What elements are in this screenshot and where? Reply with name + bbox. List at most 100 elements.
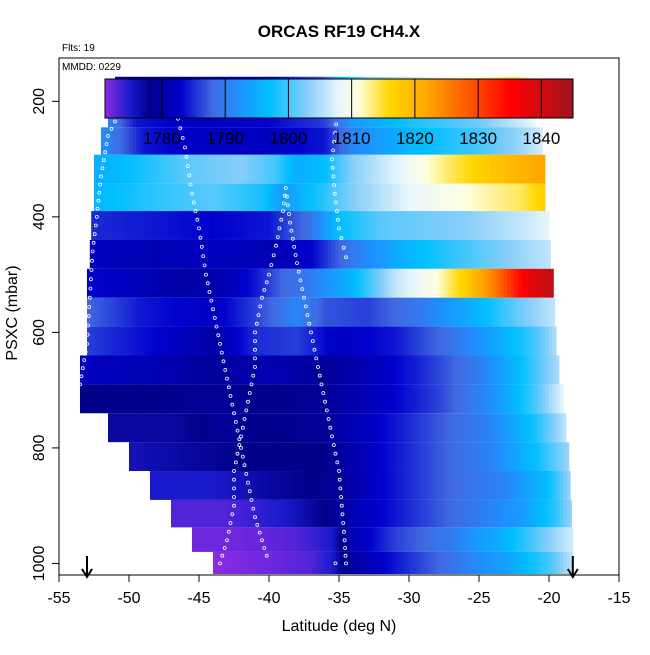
track-point <box>262 288 267 292</box>
heatmap-cell <box>132 413 137 443</box>
heatmap-cell <box>121 239 126 269</box>
heatmap-cell <box>447 413 452 443</box>
heatmap-cell <box>244 551 249 574</box>
heatmap-row <box>94 154 546 184</box>
heatmap-cell <box>496 268 501 298</box>
colorbar-segment <box>123 79 126 118</box>
heatmap-cell <box>311 355 316 385</box>
heatmap-cell <box>496 127 501 155</box>
heatmap-cell <box>335 384 340 414</box>
heatmap-cell <box>339 551 344 574</box>
heatmap-cell <box>321 442 326 472</box>
heatmap-cell <box>370 154 375 184</box>
colorbar-segment <box>313 79 316 118</box>
heatmap-cell <box>91 211 96 240</box>
heatmap-cell <box>286 326 291 356</box>
heatmap-cell <box>346 499 351 528</box>
heatmap-cell <box>129 326 134 356</box>
colorbar-segment <box>337 79 340 118</box>
heatmap-cell <box>286 297 291 327</box>
heatmap-cell <box>283 326 288 356</box>
heatmap-cell <box>297 499 302 528</box>
heatmap-cell <box>542 471 547 500</box>
heatmap-cell <box>507 154 512 184</box>
track-point <box>253 347 257 352</box>
heatmap-cell <box>248 154 253 184</box>
track-point <box>267 272 271 277</box>
track-point <box>334 122 339 127</box>
heatmap-cell <box>118 154 123 184</box>
heatmap-cell <box>356 413 361 443</box>
heatmap-cell <box>160 268 165 298</box>
heatmap-cell <box>531 471 536 500</box>
track-point <box>341 521 346 525</box>
heatmap-cell <box>342 154 347 184</box>
heatmap-cell <box>531 183 536 212</box>
heatmap-cell <box>269 183 274 212</box>
heatmap-cell <box>357 211 362 240</box>
heatmap-cell <box>444 183 449 212</box>
heatmap-cell <box>104 355 109 385</box>
colorbar-segment <box>195 79 198 118</box>
heatmap-cell <box>195 471 200 500</box>
heatmap-cell <box>528 127 533 155</box>
heatmap-cell <box>370 297 375 327</box>
heatmap-cell <box>450 239 455 269</box>
heatmap-cell <box>454 442 459 472</box>
heatmap-cell <box>237 413 242 443</box>
heatmap-cell <box>104 127 109 155</box>
heatmap-cell <box>444 326 449 356</box>
heatmap-cell <box>444 442 449 472</box>
heatmap-cell <box>185 297 190 327</box>
heatmap-cell <box>255 384 260 414</box>
colorbar-segment <box>179 79 182 118</box>
heatmap-cell <box>132 154 137 184</box>
heatmap-cell <box>128 239 133 269</box>
heatmap-cell <box>402 471 407 500</box>
flight-track <box>283 186 348 566</box>
heatmap-cell <box>391 551 396 574</box>
heatmap-cell <box>380 239 385 269</box>
heatmap-cell <box>115 384 120 414</box>
colorbar-segment <box>307 79 310 118</box>
heatmap-cell <box>300 442 305 472</box>
colorbar-segment <box>427 79 430 118</box>
heatmap-cell <box>320 239 325 269</box>
colorbar-segment <box>273 79 276 118</box>
heatmap-cell <box>405 442 410 472</box>
heatmap-cell <box>496 183 501 212</box>
heatmap-cell <box>124 239 129 269</box>
heatmap-cell <box>241 551 246 574</box>
heatmap-cell <box>384 471 389 500</box>
heatmap-cell <box>146 442 151 472</box>
heatmap-cell <box>307 471 312 500</box>
track-point <box>221 359 226 364</box>
track-point <box>342 538 347 543</box>
colorbar-segment <box>113 79 116 118</box>
heatmap-cell <box>244 127 249 155</box>
heatmap-cell <box>269 527 274 552</box>
heatmap-cell <box>261 239 266 269</box>
heatmap-cell <box>507 499 512 528</box>
heatmap-cell <box>290 268 295 298</box>
heatmap-cell <box>468 326 473 356</box>
heatmap-cell <box>398 355 403 385</box>
heatmap-cell <box>370 499 375 528</box>
heatmap-cell <box>349 442 354 472</box>
latitude-markers <box>81 556 579 579</box>
heatmap-cell <box>447 355 452 385</box>
heatmap-cell <box>362 239 367 269</box>
heatmap-cell <box>474 239 479 269</box>
colorbar-segment <box>219 79 222 118</box>
heatmap-cell <box>363 268 368 298</box>
heatmap-cell <box>546 211 550 240</box>
heatmap-cell <box>517 183 522 212</box>
track-point <box>193 209 198 214</box>
heatmap-cell <box>367 442 372 472</box>
heatmap-cell <box>174 355 179 385</box>
colorbar-segment <box>539 79 542 118</box>
heatmap-cell <box>290 413 295 443</box>
heatmap-cell <box>328 127 333 155</box>
heatmap-cell <box>426 471 431 500</box>
heatmap-cell <box>531 127 536 155</box>
